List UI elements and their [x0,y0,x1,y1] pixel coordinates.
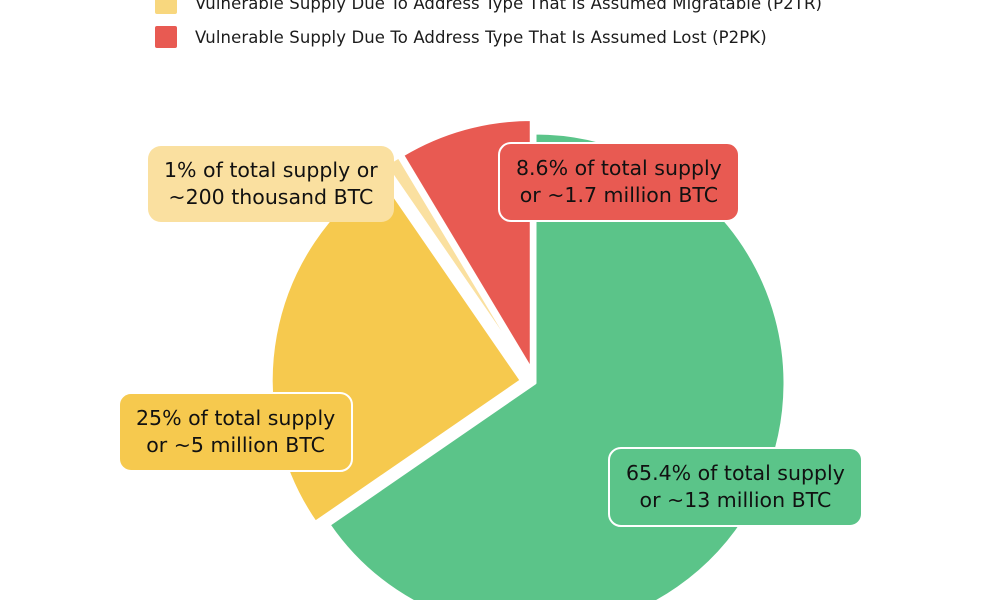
callout-p2tr-large-line2: or ~5 million BTC [146,432,325,457]
callout-safe-line1: 65.4% of total supply [626,461,845,485]
callout-p2pk-line1: 8.6% of total supply [516,156,722,180]
callout-p2tr-large: 25% of total supply or ~5 million BTC [118,392,354,473]
legend-swatch-migratable [155,0,177,14]
callout-p2tr-large-line1: 25% of total supply [136,406,336,430]
legend-label-lost: Vulnerable Supply Due To Address Type Th… [195,27,767,47]
legend-swatch-lost [155,26,177,48]
callout-p2pk-line2: or ~1.7 million BTC [519,182,719,207]
callout-p2tr-small-line2: ~200 thousand BTC [168,184,374,209]
callout-safe-line2: or ~13 million BTC [639,487,832,512]
callout-p2pk: 8.6% of total supply or ~1.7 million BTC [498,142,740,223]
legend-label-migratable: Vulnerable Supply Due To Address Type Th… [195,0,823,13]
legend-item-migratable[interactable]: Vulnerable Supply Due To Address Type Th… [155,0,955,20]
callout-safe: 65.4% of total supply or ~13 million BTC [608,447,863,528]
legend-item-lost[interactable]: Vulnerable Supply Due To Address Type Th… [155,20,955,54]
chart-legend: Vulnerable Supply Due To Address Type Th… [155,0,955,54]
callout-p2tr-small-line1: 1% of total supply or [164,158,378,182]
callout-p2tr-small: 1% of total supply or ~200 thousand BTC [148,146,394,223]
